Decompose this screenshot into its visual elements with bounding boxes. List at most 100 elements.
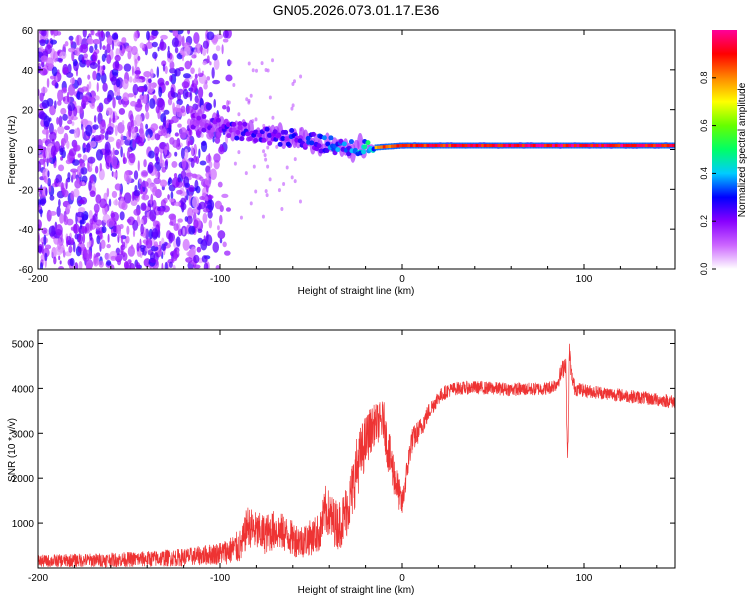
signal-blob — [234, 135, 240, 141]
noise-blob — [170, 191, 174, 200]
snr-ticks: -200 -100 0 100 1000 2000 3000 4000 5000 — [12, 330, 675, 584]
noise-blob — [207, 199, 215, 211]
noise-blob — [177, 177, 181, 183]
noise-blob — [213, 58, 220, 70]
signal-blob — [365, 140, 371, 146]
noise-blob — [85, 249, 92, 260]
snr-y-label: SNR (10 * v/v) — [7, 418, 18, 482]
noise-blob — [117, 231, 122, 239]
noise-blob — [112, 38, 120, 47]
noise-blob — [184, 148, 189, 160]
noise-blob — [205, 196, 209, 201]
signal-band-core — [464, 143, 469, 148]
signal-blob — [261, 137, 267, 143]
noise-blob — [206, 31, 215, 41]
spectrogram-x-label: Height of straight line (km) — [298, 286, 415, 297]
noise-blob — [163, 109, 170, 115]
signal-band-core — [554, 143, 559, 148]
noise-blob — [79, 161, 86, 168]
noise-blob — [168, 261, 173, 268]
noise-blob — [89, 190, 96, 198]
noise-blob — [123, 63, 132, 72]
noise-blob — [104, 252, 111, 261]
noise-blob — [249, 201, 253, 206]
noise-blob — [112, 111, 115, 124]
noise-blob — [254, 68, 258, 73]
noise-blob — [206, 55, 210, 63]
signal-band-core — [546, 143, 551, 148]
signal-blob — [242, 121, 248, 127]
noise-blob — [76, 177, 80, 184]
noise-blob — [61, 87, 68, 94]
noise-blob — [112, 147, 115, 158]
signal-blob — [226, 133, 232, 139]
noise-blob — [191, 173, 198, 179]
signal-band-core — [549, 143, 553, 148]
noise-blob — [146, 102, 150, 111]
signal-blob — [280, 135, 286, 141]
noise-blob — [39, 92, 44, 102]
noise-blob — [275, 144, 279, 149]
signal-blob — [348, 139, 354, 145]
noise-blob — [80, 119, 89, 125]
noise-blob — [139, 218, 144, 226]
noise-blob — [81, 86, 89, 92]
noise-blob — [135, 136, 143, 144]
noise-blob — [225, 207, 232, 212]
noise-blob — [70, 190, 75, 201]
noise-blob — [39, 68, 48, 76]
noise-blob — [57, 125, 65, 135]
noise-blob — [180, 197, 186, 206]
noise-blob — [62, 113, 68, 121]
colorbar-tick-label: 0.6 — [699, 119, 709, 132]
noise-blob — [221, 44, 224, 55]
signal-blob — [225, 122, 231, 128]
noise-blob — [200, 132, 204, 138]
noise-blob — [44, 158, 52, 163]
noise-blob — [168, 198, 175, 203]
noise-blob — [208, 219, 213, 229]
noise-blob — [72, 170, 77, 180]
noise-blob — [179, 48, 184, 56]
snr-x-tick-label: 100 — [576, 573, 593, 584]
noise-blob — [97, 30, 101, 36]
noise-blob — [167, 258, 175, 264]
noise-blob — [162, 63, 166, 72]
noise-blob — [88, 210, 93, 220]
noise-blob — [137, 160, 140, 172]
signal-band-core — [472, 143, 477, 148]
noise-blob — [140, 169, 149, 178]
noise-blob — [102, 82, 108, 92]
signal-blob — [272, 129, 278, 135]
noise-blob — [135, 262, 141, 269]
noise-blob — [209, 61, 212, 66]
snr-frame — [37, 329, 676, 569]
noise-blob — [193, 155, 197, 163]
signal-band-core — [426, 143, 430, 148]
noise-blob — [290, 175, 294, 180]
noise-blob — [148, 150, 155, 159]
signal-band-core — [505, 143, 510, 148]
noise-blob — [94, 43, 98, 50]
noise-blob — [45, 44, 52, 55]
signal-blob — [289, 128, 295, 134]
noise-blob — [46, 77, 50, 88]
noise-blob — [200, 140, 208, 153]
noise-blob — [51, 66, 58, 77]
noise-blob — [237, 112, 241, 117]
signal-band-core — [407, 143, 411, 148]
noise-blob — [64, 41, 69, 47]
noise-blob — [170, 86, 175, 97]
signal-band-core — [390, 144, 395, 148]
noise-blob — [85, 262, 92, 269]
signal-blob — [338, 138, 344, 144]
signal-band-core — [377, 145, 381, 149]
noise-blob — [38, 245, 43, 253]
signal-band-core — [453, 143, 458, 148]
noise-blob — [50, 30, 54, 36]
noise-blob — [72, 58, 78, 67]
noise-blob — [80, 166, 88, 175]
noise-blob — [244, 171, 248, 176]
noise-blob — [83, 53, 88, 59]
